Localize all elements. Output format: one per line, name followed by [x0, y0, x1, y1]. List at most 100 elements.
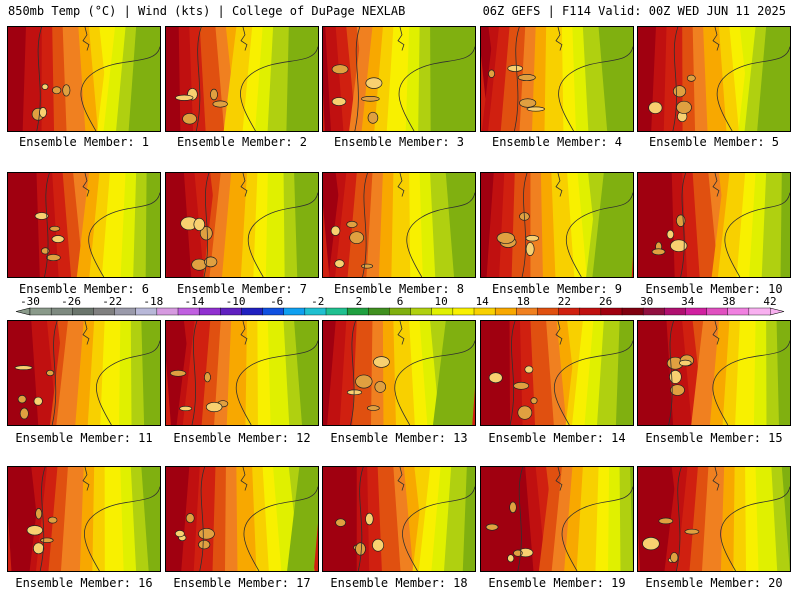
colorbar-swatch [241, 307, 264, 316]
temperature-band [459, 173, 475, 277]
temperature-map [481, 27, 633, 131]
ensemble-member-label: Ensemble Member: 7 [176, 282, 308, 296]
temperature-band [464, 321, 475, 425]
colorbar-tick-label: -26 [61, 296, 81, 308]
coastline [397, 27, 405, 51]
temperature-band [619, 27, 633, 131]
hot-spot-contour [373, 356, 390, 368]
temperature-band [283, 321, 298, 425]
temperature-band [403, 173, 412, 277]
ensemble-panel [637, 466, 791, 572]
isotherm-contour [509, 321, 516, 425]
temperature-band [519, 467, 536, 571]
hot-spot-contour [648, 101, 663, 114]
coastline [555, 467, 563, 491]
ensemble-panel [7, 26, 161, 132]
colorbar-swatch [156, 307, 179, 316]
hot-spot-contour [204, 372, 211, 383]
temperature-band [782, 27, 790, 131]
temperature-band [151, 321, 160, 425]
temperature-band [299, 321, 317, 425]
colorbar-swatch [198, 307, 221, 316]
isotherm-contour [394, 340, 475, 425]
isotherm-contour [553, 340, 633, 425]
isotherm-contour [517, 467, 524, 571]
temperature-band [305, 467, 318, 571]
temperature-band [540, 321, 556, 425]
hot-spot-contour [346, 220, 358, 228]
coastline [82, 27, 90, 51]
temperature-band [466, 27, 475, 131]
temperature-band [315, 27, 318, 131]
hot-spot-contour [525, 235, 540, 242]
hot-spot-contour [169, 369, 187, 377]
temperature-band [403, 321, 417, 425]
hot-spot-contour [35, 508, 43, 520]
hot-spot-contour [374, 381, 387, 393]
ensemble-panel [322, 26, 476, 132]
ensemble-member-label: Ensemble Member: 6 [18, 282, 150, 296]
hot-spot-contour [34, 212, 49, 220]
temperature-band [15, 467, 32, 571]
isotherm-contour [350, 321, 356, 425]
ensemble-member-label: Ensemble Member: 20 [645, 576, 783, 590]
isotherm-contour [406, 192, 475, 277]
isotherm-contour [191, 321, 198, 425]
colorbar-tick-label: -14 [184, 296, 204, 308]
temperature-band [262, 467, 277, 571]
colorbar-tick-label: 14 [476, 296, 490, 308]
temperature-band [173, 173, 187, 277]
temperature-band [356, 467, 365, 571]
temperature-map [638, 173, 790, 277]
temperature-band [781, 321, 790, 425]
isotherm-contour [513, 27, 520, 131]
temperature-band [650, 467, 667, 571]
temperature-map [638, 321, 790, 425]
temperature-map [323, 467, 475, 571]
isotherm-contour [36, 27, 43, 131]
temperature-band [130, 467, 144, 571]
temperature-band [461, 27, 475, 131]
coastline [555, 27, 563, 51]
ensemble-panel [165, 320, 319, 426]
colorbar-tick-label: 42 [763, 296, 776, 308]
colorbar-swatch [135, 307, 158, 316]
isotherm-contour [675, 467, 682, 571]
hot-spot-contour [193, 217, 206, 231]
hot-spot-contour [524, 365, 534, 374]
temperature-band [157, 173, 160, 277]
colorbar-tick-label: -22 [102, 296, 122, 308]
temperature-band [598, 27, 616, 131]
valid-time-label: 06Z GEFS | F114 Valid: 00Z WED JUN 11 20… [482, 4, 786, 18]
ensemble-member-label: Ensemble Member: 2 [176, 135, 308, 149]
temperature-band [288, 321, 304, 425]
ensemble-member-label: Ensemble Member: 13 [330, 431, 468, 445]
colorbar-swatch [410, 307, 433, 316]
isotherm-contour [83, 486, 160, 571]
coastline [240, 321, 248, 345]
temperature-band [771, 467, 786, 571]
hot-spot-contour [334, 259, 345, 268]
colorbar-swatch [177, 307, 200, 316]
ensemble-member-label: Ensemble Member: 1 [18, 135, 150, 149]
hot-spot-contour [669, 370, 682, 384]
colorbar-swatch [516, 307, 538, 316]
ensemble-panel [480, 172, 634, 278]
coastline [397, 173, 405, 197]
coastline [240, 467, 248, 491]
hot-spot-contour [355, 542, 366, 556]
hot-spot-contour [39, 107, 47, 118]
hot-spot-contour [530, 397, 538, 405]
isotherm-contour [240, 46, 318, 131]
hot-spot-contour [367, 111, 379, 124]
colorbar-swatch [642, 307, 665, 316]
temperature-map [481, 173, 633, 277]
temperature-band [504, 467, 517, 571]
temperature-band [514, 467, 529, 571]
temperature-band [445, 173, 462, 277]
colorbar-tick-label: -18 [143, 296, 163, 308]
isotherm-contour [357, 467, 364, 571]
hot-spot-contour [372, 538, 385, 552]
isotherm-contour [199, 467, 206, 571]
colorbar-swatch [29, 307, 52, 316]
